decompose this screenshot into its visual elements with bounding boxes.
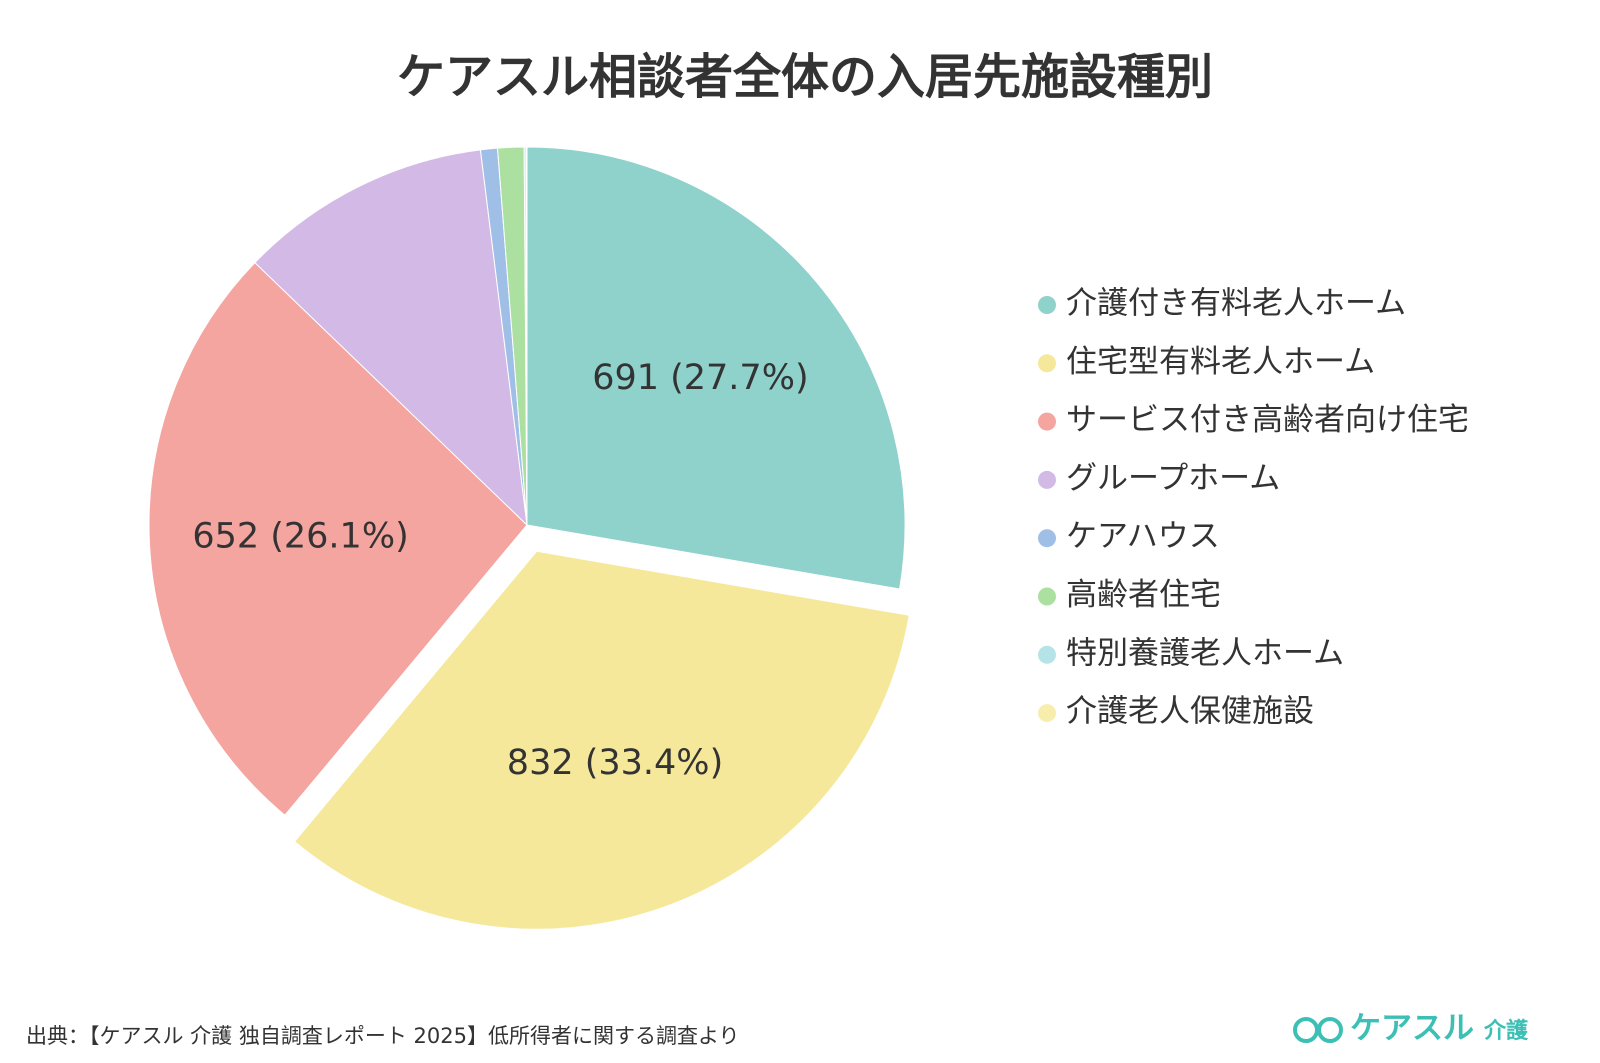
legend-marker [1038, 296, 1056, 314]
legend-marker [1038, 529, 1056, 548]
logo-brand: ケアスル [1350, 1011, 1474, 1047]
pie-slice [293, 550, 910, 930]
legend-label: 介護付き有料老人ホーム [1066, 286, 1406, 322]
pie-slice [526, 146, 906, 590]
data-label: 652 (26.1%) [192, 516, 408, 556]
source-note: 出典：【ケアスル 介護 独自調査レポート 2025】低所得者に関する調査より [26, 1024, 740, 1048]
legend-label: 特別養護老人ホーム [1066, 635, 1344, 671]
logo: ケアスル 介護 [1293, 1011, 1529, 1047]
legend-marker [1038, 470, 1056, 489]
legend-marker [1038, 704, 1056, 723]
pie-slice [254, 149, 528, 527]
logo-icon [1293, 1017, 1319, 1043]
legend-label: 高齢者住宅 [1066, 577, 1221, 613]
data-label: 691 (27.7%) [592, 358, 808, 398]
logo-icon [1317, 1017, 1343, 1043]
data-label: 832 (33.4%) [507, 743, 723, 783]
legend-label: サービス付き高齢者向け住宅 [1066, 402, 1469, 438]
legend-marker [1038, 412, 1056, 431]
legend-marker [1038, 587, 1056, 606]
legend-label: 住宅型有料老人ホーム [1066, 344, 1375, 380]
legend: 介護付き有料老人ホーム住宅型有料老人ホームサービス付き高齢者向け住宅グループホー… [1038, 286, 1469, 730]
chart-title: ケアスル相談者全体の入居先施設種別 [397, 49, 1213, 105]
legend-marker [1038, 354, 1056, 373]
legend-marker [1038, 645, 1056, 664]
legend-label: ケアハウス [1066, 519, 1220, 555]
logo-sub: 介護 [1483, 1018, 1529, 1044]
legend-label: グループホーム [1066, 460, 1280, 496]
pie-slice [525, 146, 528, 526]
pie: 691 (27.7%) 832 (33.4%) 652 (26.1%) [148, 146, 910, 930]
legend-label: 介護老人保健施設 [1066, 694, 1314, 730]
pie-slice [148, 261, 528, 816]
